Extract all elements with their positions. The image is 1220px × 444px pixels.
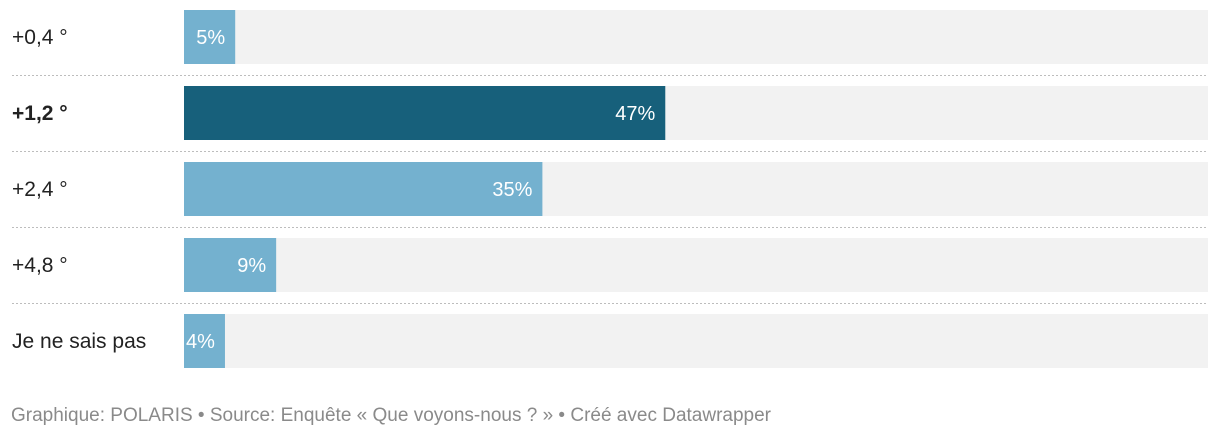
category-label-4-8: +4,8 ° <box>12 254 68 277</box>
value-label-4-8: 9% <box>237 255 266 277</box>
value-label-0-4: 5% <box>196 27 225 49</box>
value-label-1-2: 47% <box>615 103 655 125</box>
category-label-0-4: +0,4 ° <box>12 26 68 49</box>
bar-0-4 <box>184 10 236 64</box>
bar-2-4 <box>184 162 543 216</box>
bar-track-4-8 <box>184 238 1208 292</box>
value-label-je-ne-sais-pas: 4% <box>186 331 215 353</box>
category-label-1-2: +1,2 ° <box>12 102 68 125</box>
value-label-2-4: 35% <box>492 179 532 201</box>
chart-footer: Graphique: POLARIS • Source: Enquête « Q… <box>11 405 771 426</box>
bar-track-0-4 <box>184 10 1208 64</box>
bar-4-8 <box>184 238 277 292</box>
bar-track-je-ne-sais-pas <box>184 314 1208 368</box>
bar-1-2 <box>184 86 666 140</box>
category-label-2-4: +2,4 ° <box>12 178 68 201</box>
bar-chart: +0,4 ° 5% +1,2 ° 47% +2,4 ° 35% +4,8 ° 9% Je ne … <box>12 10 1208 368</box>
bar-je-ne-sais-pas <box>184 314 225 368</box>
category-label-je-ne-sais-pas: Je ne sais pas <box>12 330 146 353</box>
